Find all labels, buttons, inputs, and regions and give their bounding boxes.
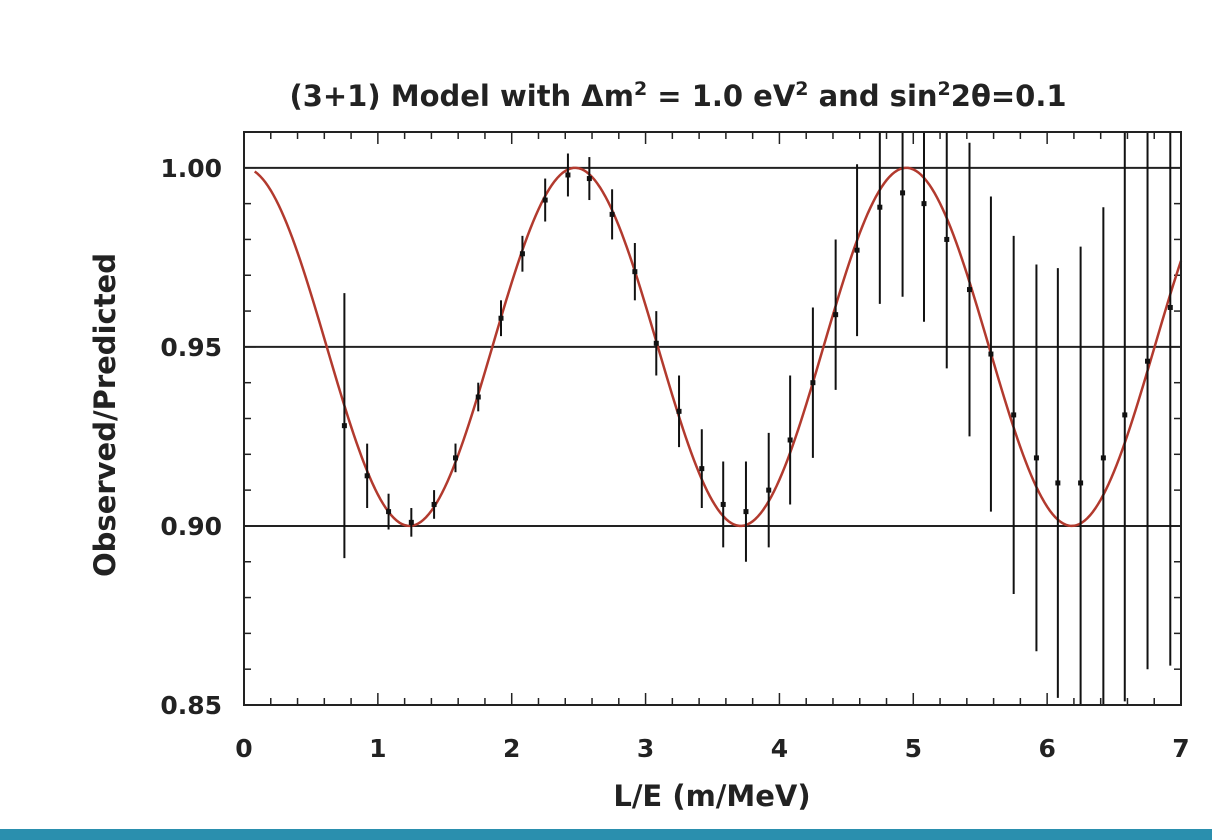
- data-points-layer: [341, 132, 1173, 705]
- data-point: [609, 211, 615, 217]
- x-tick-label: 0: [235, 734, 252, 763]
- chart-title: (3+1) Model with Δm2 = 1.0 eV2 and sin22…: [289, 78, 1066, 113]
- data-point: [653, 340, 659, 346]
- data-point: [632, 269, 638, 275]
- data-point: [1122, 412, 1128, 418]
- data-point: [743, 509, 749, 515]
- data-point: [452, 455, 458, 461]
- data-point: [1145, 358, 1151, 364]
- data-point: [833, 312, 839, 318]
- x-tick-labels: 0 1 2 3 4 5 6 7: [235, 734, 1189, 763]
- data-point: [921, 201, 927, 207]
- x-tick-label: 1: [369, 734, 386, 763]
- grid-lines: [244, 166, 1181, 527]
- data-point: [676, 408, 682, 414]
- data-point: [854, 247, 860, 253]
- data-point: [386, 509, 392, 515]
- y-tick-label: 0.90: [160, 512, 222, 541]
- data-point: [364, 473, 370, 479]
- data-point: [1078, 480, 1084, 486]
- data-point: [900, 190, 906, 196]
- data-point: [1033, 455, 1039, 461]
- y-tick-labels: 0.85 0.90 0.95 1.00: [160, 154, 222, 720]
- data-point: [586, 176, 592, 182]
- data-point: [944, 236, 950, 242]
- data-point: [988, 351, 994, 357]
- x-tick-label: 5: [905, 734, 922, 763]
- minor-ticks: [243, 131, 1182, 706]
- y-tick-label: 0.85: [160, 691, 222, 720]
- y-axis-label: Observed/Predicted: [88, 253, 122, 577]
- data-point: [1011, 412, 1017, 418]
- model-curve-layer: [253, 166, 1183, 528]
- x-axis-label: L/E (m/MeV): [613, 779, 810, 813]
- plot-frame: [243, 131, 1182, 706]
- y-tick-label: 1.00: [160, 154, 222, 183]
- data-point: [967, 287, 973, 293]
- data-point: [1167, 304, 1173, 310]
- data-point: [519, 251, 525, 257]
- data-point: [475, 394, 481, 400]
- model-curve: [253, 166, 1183, 528]
- data-point: [565, 172, 571, 178]
- data-point: [408, 519, 414, 525]
- x-tick-label: 3: [637, 734, 654, 763]
- x-tick-label: 4: [771, 734, 788, 763]
- data-point: [810, 380, 816, 386]
- data-point: [542, 197, 548, 203]
- x-tick-label: 2: [503, 734, 520, 763]
- data-point: [787, 437, 793, 443]
- y-tick-label: 0.95: [160, 333, 222, 362]
- data-point: [498, 315, 504, 321]
- x-tick-label: 7: [1172, 734, 1189, 763]
- data-point: [1100, 455, 1106, 461]
- data-point: [720, 501, 726, 507]
- data-point: [341, 423, 347, 429]
- data-point: [877, 204, 883, 210]
- data-point: [699, 466, 705, 472]
- data-point: [1055, 480, 1061, 486]
- data-point: [431, 501, 437, 507]
- bottom-accent-bar: [0, 829, 1212, 840]
- data-point: [766, 487, 772, 493]
- x-tick-label: 6: [1038, 734, 1055, 763]
